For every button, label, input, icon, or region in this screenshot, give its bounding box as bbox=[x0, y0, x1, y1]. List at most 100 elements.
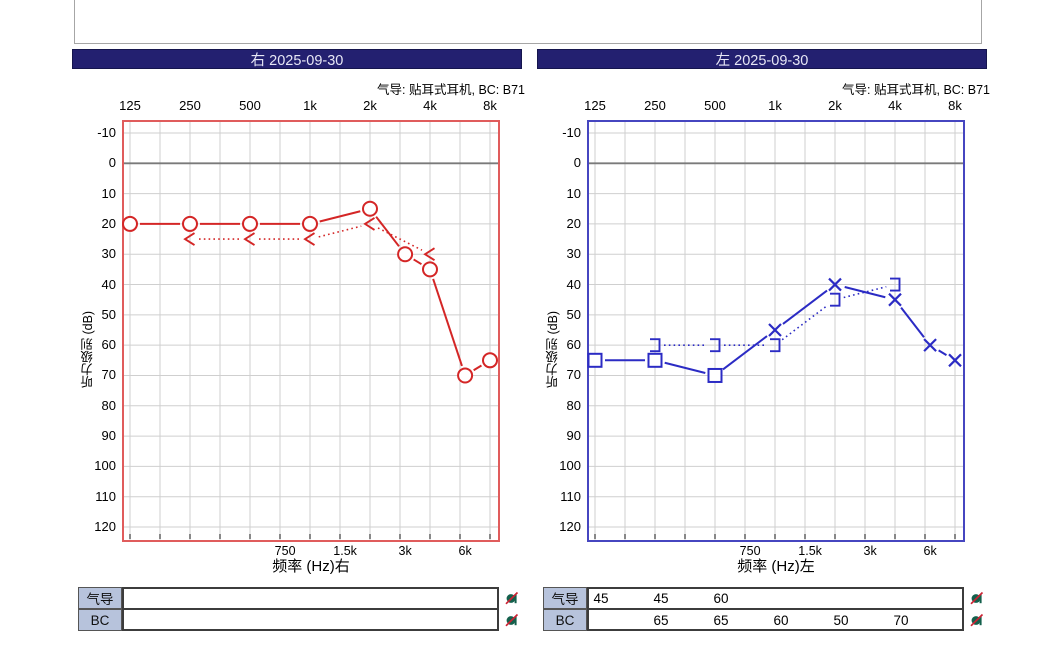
masking-value[interactable]: 70 bbox=[893, 613, 909, 628]
freq-tick-label: 2k bbox=[363, 98, 377, 113]
right-panel-title-bar: 右 2025-09-30 bbox=[72, 49, 522, 69]
freq-tick-label: 750 bbox=[739, 544, 761, 558]
freq-axis-title: 频率 (Hz)右 bbox=[272, 558, 350, 575]
left-panel-title-bar: 左 2025-09-30 bbox=[537, 49, 987, 69]
transducer-subtitle: 气导: 贴耳式耳机, BC: B71 bbox=[377, 83, 525, 97]
air-conduction-marker bbox=[242, 215, 258, 232]
air-conduction-marker bbox=[948, 353, 962, 368]
db-tick-label: 50 bbox=[566, 306, 581, 322]
air-conduction-marker bbox=[422, 261, 438, 278]
transducer-subtitle: 气导: 贴耳式耳机, BC: B71 bbox=[842, 83, 990, 97]
freq-tick-label: 125 bbox=[119, 98, 141, 113]
no-masking-icon-glyph bbox=[505, 591, 519, 605]
air-conduction-marker bbox=[397, 246, 414, 263]
bone-conduction-marker bbox=[183, 232, 196, 246]
db-tick-label: 10 bbox=[566, 185, 581, 201]
db-tick-label: 110 bbox=[560, 488, 581, 504]
freq-tick-label: 8k bbox=[483, 98, 497, 113]
db-tick-label: 80 bbox=[566, 397, 581, 413]
bone-conduction-marker bbox=[423, 247, 436, 262]
no-masking-icon[interactable] bbox=[505, 613, 519, 627]
freq-tick-label: 4k bbox=[423, 98, 437, 113]
db-tick-label: 110 bbox=[95, 488, 116, 504]
bone-conduction-marker bbox=[650, 338, 661, 353]
air-conduction-marker bbox=[302, 215, 318, 232]
air-conduction-marker bbox=[362, 200, 378, 217]
no-masking-icon-glyph bbox=[970, 613, 984, 627]
right-ear-panel: 右 2025-09-30 气导: 贴耳式耳机, BC: B71 听力级别 (dB… bbox=[72, 49, 525, 649]
no-masking-icon[interactable] bbox=[970, 613, 984, 627]
air-conduction-marker bbox=[587, 352, 603, 368]
db-tick-label: 60 bbox=[101, 337, 116, 353]
bone-conduction-marker bbox=[890, 277, 901, 292]
freq-tick-label: 750 bbox=[274, 544, 296, 558]
db-tick-label: 120 bbox=[94, 519, 116, 534]
notes-box[interactable] bbox=[74, 0, 982, 44]
db-tick-label: 20 bbox=[101, 215, 116, 231]
masking-value[interactable]: 65 bbox=[713, 613, 729, 628]
bone-conduction-marker bbox=[770, 338, 781, 353]
db-tick-label: 50 bbox=[101, 306, 116, 322]
freq-tick-label: 3k bbox=[398, 544, 412, 558]
db-tick-label: 10 bbox=[101, 185, 116, 201]
bone-conduction-marker bbox=[710, 338, 721, 353]
no-masking-icon-glyph bbox=[970, 591, 984, 605]
freq-tick-label: 6k bbox=[458, 544, 472, 558]
freq-tick-label: 1.5k bbox=[333, 544, 357, 558]
right-audiogram-chart bbox=[122, 120, 500, 542]
table-row-divider bbox=[587, 608, 964, 610]
bc-row-label: BC bbox=[543, 609, 587, 631]
air-conduction-marker bbox=[888, 292, 902, 307]
freq-tick-label: 1k bbox=[303, 98, 317, 113]
air-conduction-marker bbox=[122, 215, 138, 232]
bone-conduction-marker bbox=[363, 217, 376, 231]
freq-tick-label: 8k bbox=[948, 98, 962, 113]
masking-value[interactable]: 60 bbox=[713, 591, 729, 606]
left-ear-panel: 左 2025-09-30 气导: 贴耳式耳机, BC: B71 听力级别 (dB… bbox=[537, 49, 990, 649]
db-tick-label: 0 bbox=[108, 155, 116, 171]
no-masking-icon[interactable] bbox=[505, 591, 519, 605]
db-tick-label: 120 bbox=[559, 519, 581, 534]
air-conduction-row-label: 气导 bbox=[78, 587, 122, 609]
panel-title: 左 2025-09-30 bbox=[715, 52, 809, 69]
masking-value[interactable]: 65 bbox=[653, 613, 669, 628]
left-audiogram-plot bbox=[587, 120, 965, 542]
freq-tick-label: 1k bbox=[768, 98, 782, 113]
freq-tick-label: 2k bbox=[828, 98, 842, 113]
db-tick-label: 0 bbox=[573, 155, 581, 171]
right-audiogram-plot bbox=[122, 120, 500, 542]
freq-axis-title: 频率 (Hz)左 bbox=[737, 558, 815, 575]
air-conduction-marker bbox=[647, 352, 663, 368]
freq-tick-label: 500 bbox=[704, 98, 726, 113]
left-audiogram-chart bbox=[587, 120, 965, 542]
db-tick-label: 70 bbox=[566, 367, 581, 383]
db-tick-label: -10 bbox=[97, 125, 116, 140]
freq-tick-label: 4k bbox=[888, 98, 902, 113]
freq-tick-label: 250 bbox=[644, 98, 666, 113]
bone-conduction-marker bbox=[243, 232, 256, 246]
masking-value[interactable]: 45 bbox=[593, 591, 609, 606]
air-conduction-marker bbox=[768, 323, 782, 337]
freq-tick-label: 6k bbox=[923, 544, 937, 558]
db-tick-label: -10 bbox=[562, 125, 581, 140]
no-masking-icon[interactable] bbox=[970, 591, 984, 605]
db-tick-label: 20 bbox=[566, 215, 581, 231]
bc-row-label: BC bbox=[78, 609, 122, 631]
table-row-divider bbox=[122, 608, 499, 610]
masking-value[interactable]: 60 bbox=[773, 613, 789, 628]
db-tick-label: 90 bbox=[566, 428, 581, 444]
air-conduction-marker bbox=[828, 277, 842, 292]
no-masking-icon-glyph bbox=[505, 613, 519, 627]
db-tick-label: 60 bbox=[566, 337, 581, 353]
freq-tick-label: 500 bbox=[239, 98, 261, 113]
freq-tick-label: 250 bbox=[179, 98, 201, 113]
db-tick-label: 30 bbox=[101, 246, 116, 262]
masking-value[interactable]: 50 bbox=[833, 613, 849, 628]
air-conduction-marker bbox=[707, 367, 723, 383]
db-tick-label: 100 bbox=[94, 458, 116, 474]
masking-value[interactable]: 45 bbox=[653, 591, 669, 606]
db-tick-label: 100 bbox=[559, 458, 581, 474]
air-conduction-marker bbox=[923, 338, 937, 352]
bone-conduction-marker bbox=[830, 292, 841, 307]
